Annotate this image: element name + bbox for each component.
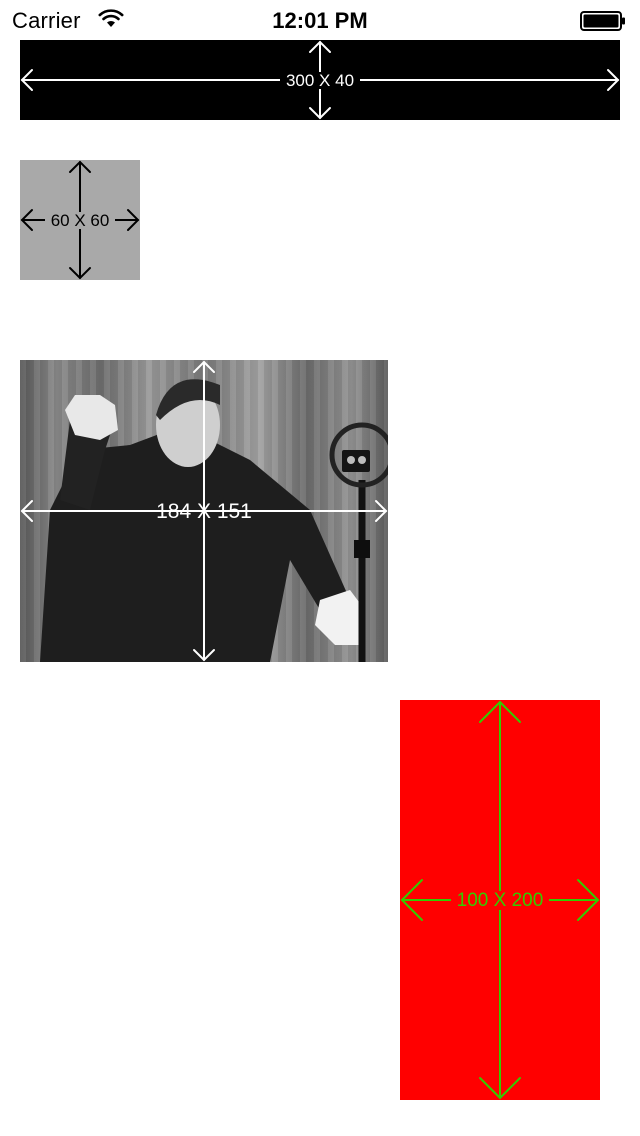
dimension-arrows-icon [400,700,600,1100]
dimension-arrows-icon [20,40,620,120]
clock: 12:01 PM [272,8,368,33]
carrier-label: Carrier [12,8,81,33]
battery-icon [580,11,625,31]
box-300x40: 300 X 40 [20,40,620,120]
dimension-arrows-icon [20,160,140,280]
dimension-arrows-icon [20,360,388,662]
box-100x200: 100 X 200 [400,700,600,1100]
box-60x60: 60 X 60 [20,160,140,280]
photo-figure-illustration [40,379,388,662]
photo-image-184x151: 184 X 151 [20,360,388,662]
wifi-icon [98,9,124,27]
status-bar: Carrier 12:01 PM [0,0,640,40]
